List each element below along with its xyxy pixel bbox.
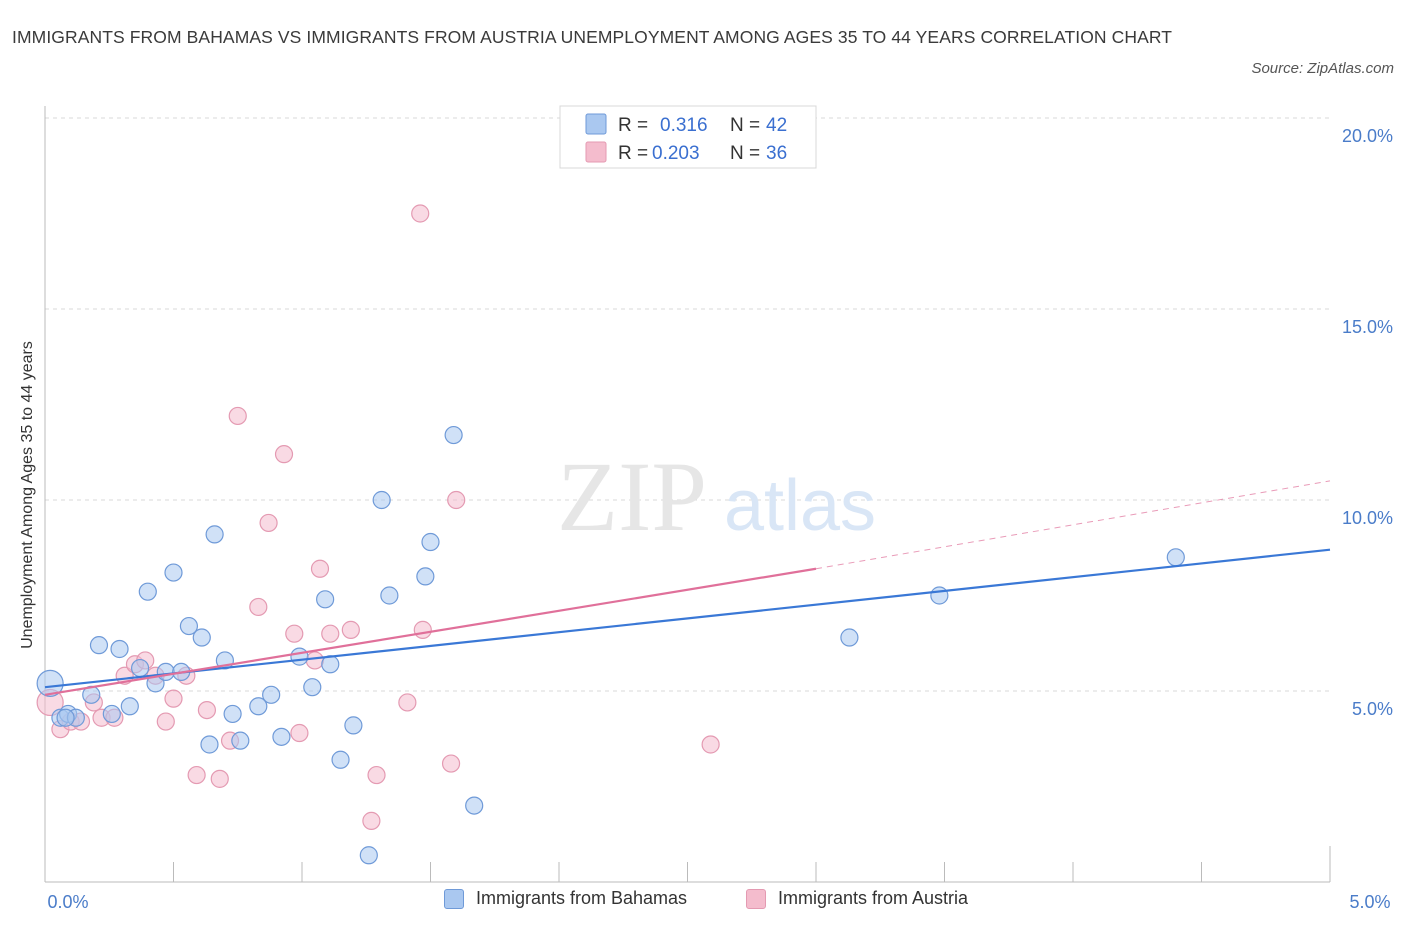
bahamas-point	[331, 750, 350, 769]
austria-swatch	[746, 888, 766, 909]
x-tick-label: 0.0%	[47, 892, 88, 912]
austria-point	[187, 765, 206, 785]
watermark-atlas: atlas	[724, 466, 876, 546]
bottom-legend: Immigrants from Bahamas Immigrants from …	[0, 888, 1406, 916]
bahamas-point	[444, 425, 463, 445]
bahamas-point	[262, 685, 281, 704]
bahamas-point	[200, 735, 219, 754]
austria-point	[341, 620, 360, 639]
austria-point	[259, 513, 278, 533]
austria-point	[197, 700, 217, 720]
bahamas-point	[344, 716, 363, 735]
bahamas-point	[840, 628, 859, 647]
y-tick-label: 20.0%	[1342, 126, 1393, 146]
austria-point	[290, 723, 309, 743]
bahamas-r-value: 0.316	[660, 115, 708, 136]
bahamas-point	[56, 708, 75, 727]
trend-lines	[44, 480, 1331, 696]
bahamas-swatch	[444, 888, 464, 909]
austria-point	[411, 204, 430, 223]
bahamas-point	[156, 662, 175, 682]
bahamas-trend-line	[44, 548, 1331, 689]
bahamas-point	[179, 616, 199, 636]
axes	[44, 106, 1331, 883]
bahamas-point	[89, 636, 109, 655]
austria-point	[310, 559, 330, 578]
austria-point	[321, 624, 340, 643]
austria-point	[367, 765, 386, 785]
bahamas-point	[192, 628, 211, 647]
tick-labels: 5.0% 10.0% 15.0% 20.0% 0.0% 5.0%	[47, 126, 1393, 912]
austria-legend-swatch	[585, 141, 607, 163]
legend-item-austria[interactable]: Immigrants from Austria	[746, 888, 968, 909]
austria-point	[398, 693, 417, 712]
austria-point	[362, 811, 381, 830]
bahamas-point	[380, 586, 399, 605]
austria-point	[249, 597, 268, 617]
bahamas-point	[465, 796, 484, 815]
stats-legend: R = 0.316 N = 42 R = 0.203 N = 36	[559, 105, 817, 169]
bahamas-point	[249, 697, 268, 716]
bahamas-point	[102, 704, 121, 724]
chart-title: IMMIGRANTS FROM BAHAMAS VS IMMIGRANTS FR…	[12, 27, 1173, 47]
legend-bahamas-label: Immigrants from Bahamas	[476, 888, 688, 908]
austria-point	[164, 689, 183, 708]
bahamas-point	[316, 590, 335, 609]
bahamas-point	[1166, 548, 1185, 567]
bahamas-point	[205, 525, 224, 544]
austria-n-label: N =	[730, 143, 760, 164]
bahamas-legend-swatch	[585, 113, 607, 135]
austria-point	[413, 620, 432, 639]
bahamas-point	[421, 532, 440, 552]
bahamas-point	[290, 647, 309, 666]
bahamas-points	[36, 425, 1185, 865]
bahamas-point	[164, 563, 183, 582]
legend-austria-label: Immigrants from Austria	[778, 888, 969, 908]
austria-point	[156, 712, 175, 731]
austria-point	[210, 769, 229, 788]
gridlines	[45, 117, 1330, 692]
bahamas-r-label: R =	[618, 115, 648, 136]
x-tick-label: 5.0%	[1349, 892, 1390, 912]
bahamas-point	[36, 669, 64, 697]
y-tick-label: 15.0%	[1342, 317, 1393, 337]
bahamas-point	[231, 731, 250, 750]
austria-n-value: 36	[766, 143, 787, 164]
bahamas-point	[930, 586, 949, 605]
bahamas-point	[272, 727, 291, 746]
bahamas-point	[223, 704, 242, 724]
austria-point	[447, 490, 466, 510]
y-tick-label: 10.0%	[1342, 508, 1393, 528]
austria-point	[228, 406, 247, 426]
austria-point	[441, 754, 461, 773]
source-label: Source: ZipAtlas.com	[1251, 60, 1394, 77]
austria-r-label: R =	[618, 143, 648, 164]
austria-point	[274, 445, 294, 464]
bahamas-point	[303, 678, 322, 697]
austria-point	[305, 651, 324, 670]
bahamas-point	[130, 658, 150, 678]
bahamas-point	[372, 490, 391, 510]
bahamas-point	[110, 639, 129, 659]
bahamas-n-label: N =	[730, 115, 760, 136]
bahamas-point	[138, 582, 157, 601]
bahamas-n-value: 42	[766, 115, 787, 136]
bahamas-point	[416, 567, 435, 586]
y-tick-label: 5.0%	[1352, 699, 1393, 719]
austria-trend-extension	[815, 480, 1331, 570]
watermark-zip: ZIP	[557, 441, 707, 552]
austria-r-value: 0.203	[652, 143, 700, 164]
legend-item-bahamas[interactable]: Immigrants from Bahamas	[444, 888, 687, 909]
austria-point	[701, 735, 720, 754]
bahamas-point	[120, 697, 139, 716]
bahamas-point	[359, 846, 378, 865]
austria-point	[285, 624, 304, 643]
austria-trend-line	[44, 567, 817, 696]
